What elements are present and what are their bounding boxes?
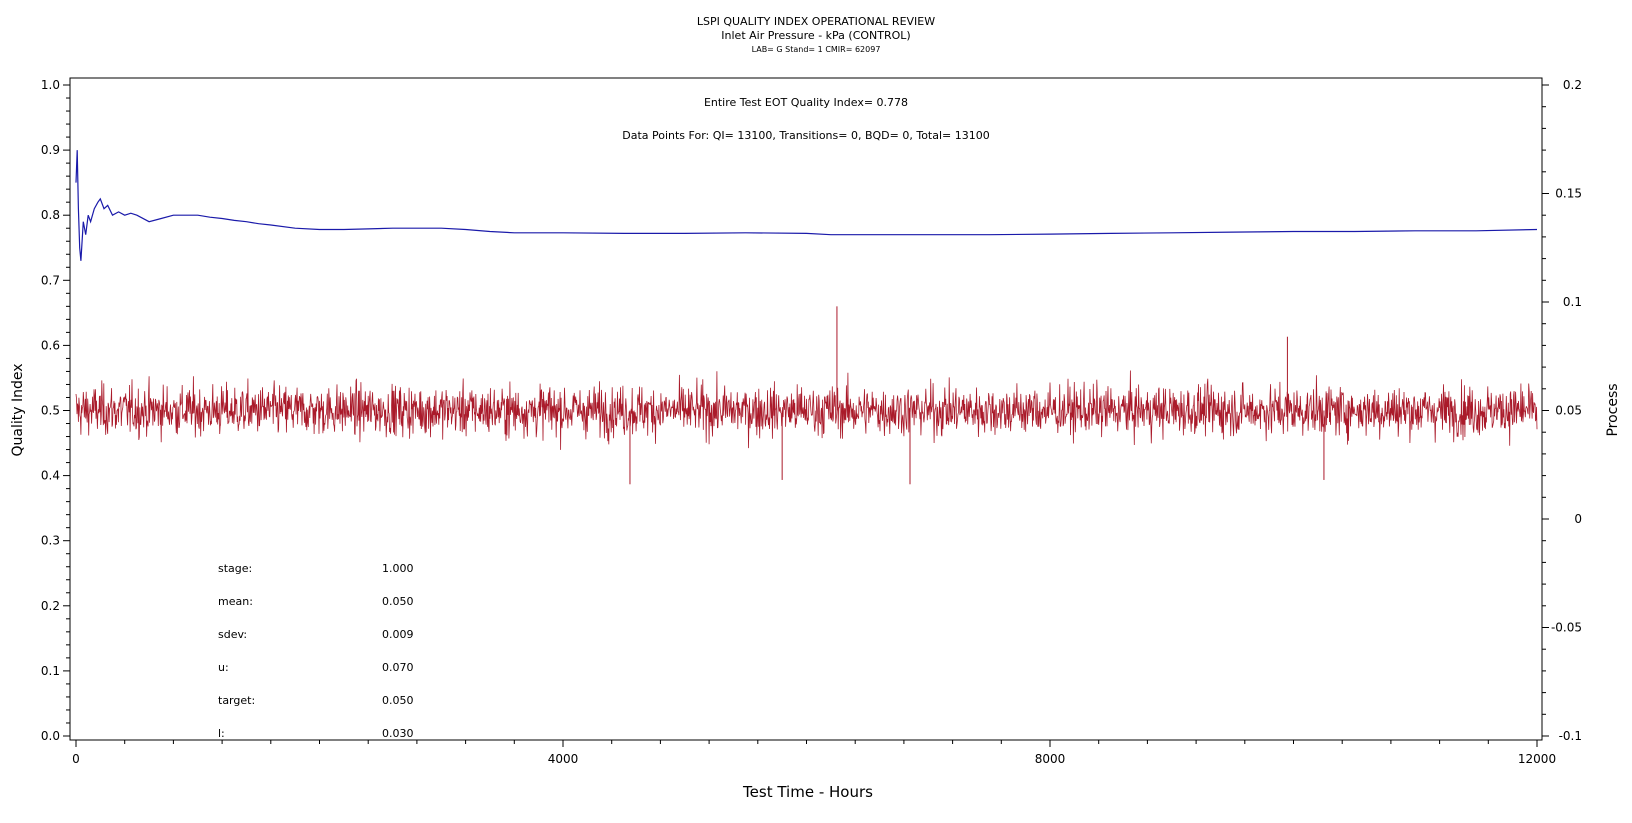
stat-label: stage: (218, 562, 252, 575)
stat-value: 0.050 (382, 694, 414, 707)
y-axis-left: 0.0 0.1 0.2 0.3 0.4 0.5 0.6 0.7 0.8 0.9 1.0 (41, 78, 70, 743)
y-tick-label: 0.0 (41, 729, 60, 743)
x-tick-label: 0 (72, 752, 80, 766)
stat-label: target: (218, 694, 255, 707)
y2-tick-label: -0.1 (1559, 729, 1582, 743)
x-tick-label: 4000 (548, 752, 579, 766)
chart-subtitle-small: LAB= G Stand= 1 CMIR= 62097 (752, 45, 881, 54)
y-tick-label: 0.9 (41, 143, 60, 157)
stat-label: sdev: (218, 628, 247, 641)
y-tick-label: 0.4 (41, 469, 60, 483)
stat-value: 0.030 (382, 727, 414, 740)
y-tick-label: 1.0 (41, 78, 60, 92)
stat-value: 1.000 (382, 562, 414, 575)
eot-annotation: Entire Test EOT Quality Index= 0.778 (704, 96, 908, 109)
y-tick-label: 0.6 (41, 338, 60, 352)
y-tick-label: 0.7 (41, 273, 60, 287)
y-axis-right: -0.1 -0.05 0 0.05 0.1 0.15 0.2 (1542, 78, 1582, 743)
y2-tick-label: -0.05 (1551, 621, 1582, 635)
y-tick-label: 0.8 (41, 208, 60, 222)
process-series (75, 306, 1538, 485)
stat-label: u: (218, 661, 229, 674)
quality-index-line (75, 150, 1538, 261)
y-axis-label: Quality Index (10, 363, 26, 456)
stat-value: 0.009 (382, 628, 414, 641)
stat-value: 0.050 (382, 595, 414, 608)
y2-tick-label: 0.2 (1563, 78, 1582, 92)
x-tick-label: 8000 (1035, 752, 1066, 766)
x-axis-label: Test Time - Hours (742, 783, 873, 801)
y2-tick-label: 0.1 (1563, 295, 1582, 309)
stat-label: l: (218, 727, 225, 740)
process-trace (75, 370, 1538, 450)
data-points-annotation: Data Points For: QI= 13100, Transitions=… (622, 129, 990, 142)
y-tick-label: 0.3 (41, 534, 60, 548)
y-tick-label: 0.5 (41, 404, 60, 418)
chart-subtitle: Inlet Air Pressure - kPa (CONTROL) (721, 29, 910, 42)
y-tick-label: 0.1 (41, 664, 60, 678)
stat-value: 0.070 (382, 661, 414, 674)
y-tick-label: 0.2 (41, 599, 60, 613)
y2-tick-label: 0 (1574, 512, 1582, 526)
quality-index-series (75, 150, 1538, 261)
stat-label: mean: (218, 595, 253, 608)
x-axis: 0 4000 8000 12000 (72, 740, 1556, 766)
y2-tick-label: 0.15 (1555, 187, 1582, 201)
y2-tick-label: 0.05 (1555, 404, 1582, 418)
chart-title: LSPI QUALITY INDEX OPERATIONAL REVIEW (697, 15, 935, 28)
x-tick-label: 12000 (1518, 752, 1556, 766)
y2-axis-label: Process (1605, 383, 1621, 436)
stats-block: stage: 1.000 mean: 0.050 sdev: 0.009 u: 0.070 ta… (218, 562, 414, 740)
